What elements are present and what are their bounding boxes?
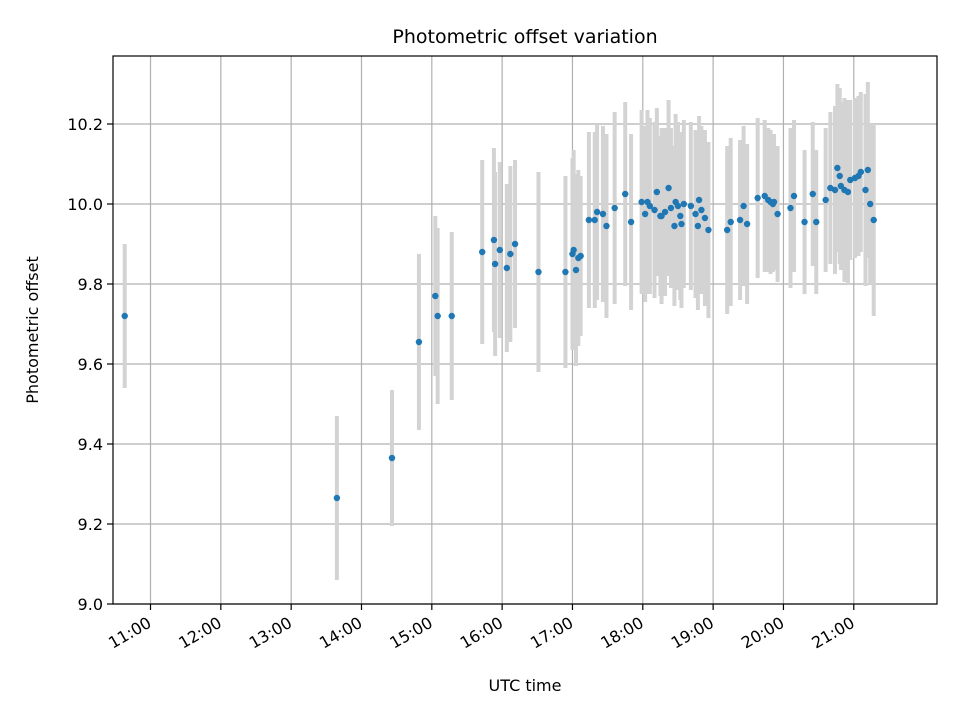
y-tick-label: 9.0 bbox=[78, 595, 103, 614]
data-point bbox=[692, 210, 699, 218]
data-point bbox=[687, 202, 695, 210]
data-point bbox=[743, 220, 751, 228]
data-point bbox=[774, 210, 781, 218]
data-point bbox=[790, 192, 798, 200]
data-point bbox=[611, 204, 618, 212]
data-point bbox=[388, 454, 396, 462]
data-point bbox=[432, 292, 439, 300]
data-point bbox=[770, 198, 778, 206]
data-point bbox=[333, 494, 341, 502]
data-point bbox=[562, 268, 569, 276]
data-point bbox=[844, 188, 852, 196]
x-axis-title: UTC time bbox=[489, 676, 562, 695]
data-point bbox=[671, 222, 678, 230]
data-point bbox=[831, 186, 839, 194]
data-point bbox=[627, 218, 635, 226]
data-point bbox=[415, 338, 423, 346]
data-point bbox=[705, 226, 712, 234]
data-point bbox=[813, 218, 820, 226]
data-point bbox=[503, 264, 511, 272]
data-point bbox=[727, 218, 734, 226]
y-axis-ticks: 9.0 9.2 9.4 9.6 9.8 10.0 10.2 bbox=[67, 115, 113, 614]
data-point bbox=[862, 186, 869, 194]
data-point bbox=[121, 312, 128, 320]
data-point bbox=[622, 190, 629, 198]
data-point bbox=[641, 210, 649, 218]
data-point bbox=[866, 200, 874, 208]
data-point bbox=[857, 168, 865, 176]
data-point bbox=[754, 194, 761, 202]
data-point bbox=[736, 216, 744, 224]
data-point bbox=[695, 196, 703, 204]
data-point bbox=[511, 240, 519, 248]
data-point bbox=[678, 220, 685, 228]
data-point bbox=[740, 202, 747, 210]
data-point bbox=[836, 172, 843, 180]
data-point bbox=[870, 216, 877, 224]
plot-area-frame bbox=[112, 55, 938, 605]
y-tick-label: 9.2 bbox=[78, 515, 103, 534]
y-tick-label: 10.0 bbox=[67, 195, 103, 214]
data-point bbox=[651, 206, 658, 214]
data-point bbox=[694, 222, 702, 230]
data-point bbox=[646, 202, 654, 210]
data-point bbox=[653, 188, 661, 196]
data-point bbox=[572, 266, 580, 274]
data-point bbox=[434, 312, 441, 320]
data-point bbox=[661, 208, 669, 216]
data-point bbox=[822, 196, 829, 204]
data-point bbox=[507, 250, 514, 258]
y-tick-label: 10.2 bbox=[67, 115, 103, 134]
data-point bbox=[570, 246, 577, 254]
data-point bbox=[834, 164, 841, 172]
y-tick-label: 9.4 bbox=[78, 435, 103, 454]
data-point bbox=[603, 222, 610, 230]
data-point bbox=[701, 214, 709, 222]
data-point bbox=[677, 212, 684, 220]
data-point bbox=[680, 200, 688, 208]
data-point bbox=[585, 216, 593, 224]
data-point bbox=[674, 202, 682, 210]
data-point bbox=[698, 206, 705, 214]
data-point bbox=[491, 260, 499, 268]
data-point bbox=[479, 248, 486, 256]
data-point bbox=[591, 216, 598, 224]
data-point bbox=[599, 210, 607, 218]
data-point bbox=[535, 268, 542, 276]
data-point bbox=[723, 226, 731, 234]
data-point bbox=[490, 236, 498, 244]
data-point bbox=[667, 204, 675, 212]
y-tick-label: 9.6 bbox=[78, 355, 103, 374]
data-point bbox=[638, 198, 645, 206]
y-axis-title: Photometric offset bbox=[23, 256, 42, 404]
data-point bbox=[787, 204, 794, 212]
data-point bbox=[593, 208, 601, 216]
data-point bbox=[496, 246, 503, 254]
y-tick-label: 9.8 bbox=[78, 275, 103, 294]
data-point bbox=[864, 166, 872, 174]
data-point bbox=[809, 190, 816, 198]
data-point bbox=[577, 252, 584, 260]
data-point bbox=[801, 218, 808, 226]
data-point bbox=[448, 312, 455, 320]
data-point bbox=[665, 184, 672, 192]
data-points bbox=[121, 164, 877, 502]
chart-title: Photometric offset variation bbox=[392, 26, 657, 48]
